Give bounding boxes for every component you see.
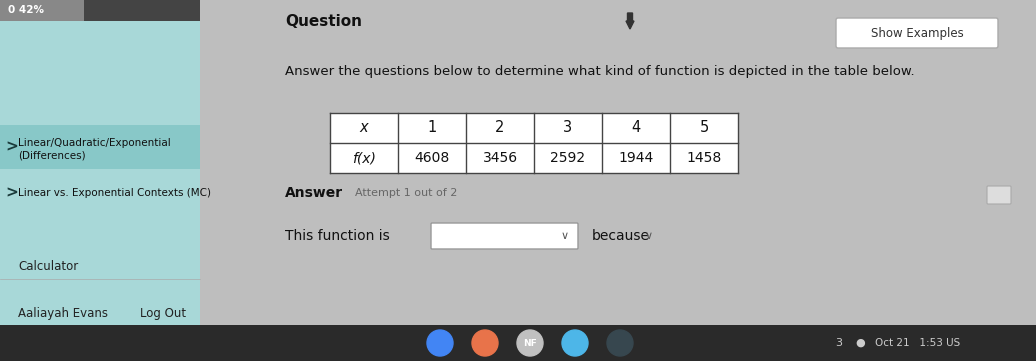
Text: Attempt 1 out of 2: Attempt 1 out of 2 (355, 188, 457, 198)
FancyArrow shape (626, 13, 634, 29)
Text: Answer the questions below to determine what kind of function is depicted in the: Answer the questions below to determine … (285, 65, 915, 78)
Text: >: > (5, 186, 18, 200)
Text: Answer: Answer (285, 186, 343, 200)
Text: 2592: 2592 (550, 151, 585, 165)
Circle shape (607, 330, 633, 356)
Text: 1: 1 (428, 121, 436, 135)
Text: Show Examples: Show Examples (870, 26, 963, 39)
Text: NF: NF (523, 339, 537, 348)
Bar (0, 0, 200, 21)
Text: Oct 21   1:53 US: Oct 21 1:53 US (875, 338, 960, 348)
Text: This function is: This function is (285, 229, 390, 243)
Text: 3456: 3456 (483, 151, 518, 165)
Bar (330, 113, 738, 173)
Text: Linear/Quadratic/Exponential: Linear/Quadratic/Exponential (18, 138, 171, 148)
Text: ∨: ∨ (560, 231, 569, 241)
Text: Question: Question (285, 13, 362, 29)
Text: 1458: 1458 (687, 151, 722, 165)
Text: x: x (359, 121, 369, 135)
FancyBboxPatch shape (431, 223, 578, 249)
Circle shape (517, 330, 543, 356)
Bar (0, 0, 84, 21)
Bar (0, 125, 200, 169)
Bar (0, 21, 200, 361)
Text: because: because (592, 229, 650, 243)
Text: (Differences): (Differences) (18, 150, 86, 160)
Text: 5: 5 (699, 121, 709, 135)
Text: Linear vs. Exponential Contexts (MC): Linear vs. Exponential Contexts (MC) (18, 188, 211, 198)
Text: Calculator: Calculator (18, 260, 79, 273)
Circle shape (562, 330, 588, 356)
Text: >: > (5, 139, 18, 155)
Text: f(x): f(x) (352, 151, 376, 165)
Text: Aaliayah Evans: Aaliayah Evans (18, 306, 108, 319)
Text: 3: 3 (564, 121, 573, 135)
Text: 0 42%: 0 42% (8, 5, 44, 15)
Text: 3: 3 (835, 338, 842, 348)
FancyBboxPatch shape (987, 186, 1011, 204)
FancyBboxPatch shape (836, 18, 998, 48)
Text: 4608: 4608 (414, 151, 450, 165)
Text: 4: 4 (631, 121, 640, 135)
Text: Log Out: Log Out (140, 306, 186, 319)
Circle shape (427, 330, 453, 356)
Text: ∨: ∨ (645, 231, 653, 241)
Text: 2: 2 (495, 121, 505, 135)
Text: 1944: 1944 (618, 151, 654, 165)
Text: ●: ● (855, 338, 865, 348)
Circle shape (472, 330, 498, 356)
Bar (0, 325, 1036, 361)
